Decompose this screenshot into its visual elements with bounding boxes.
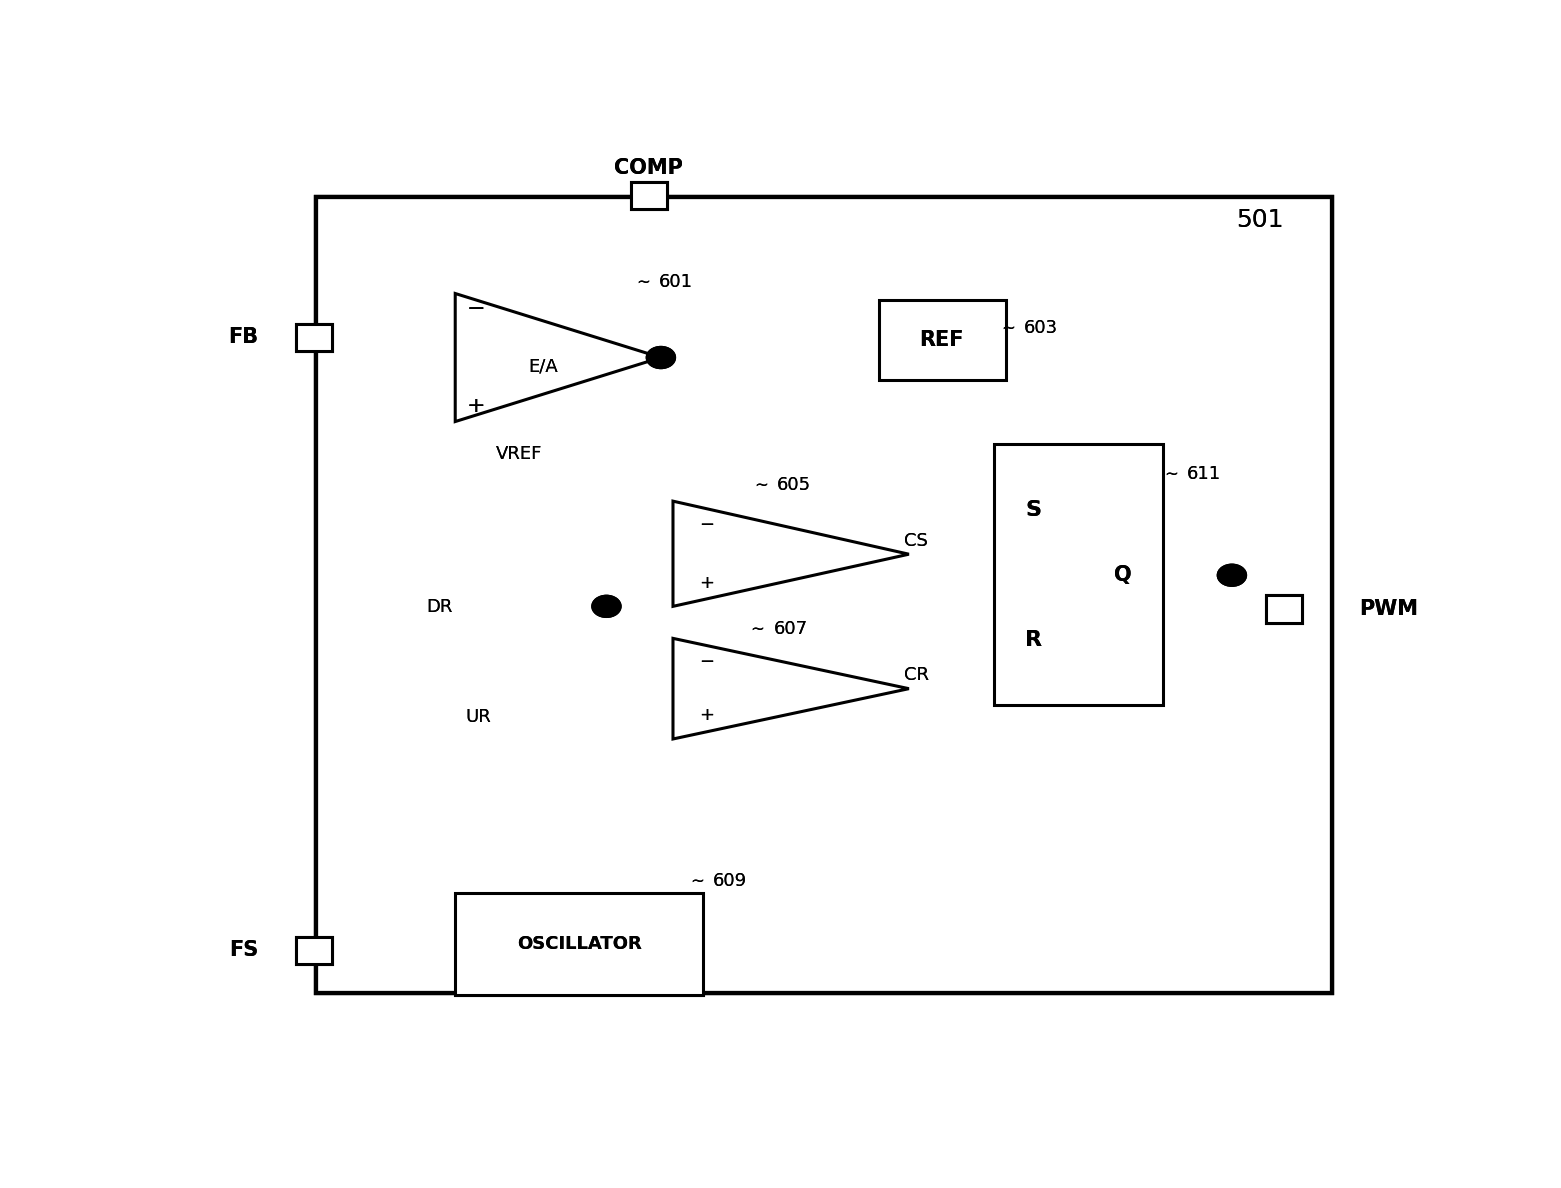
Text: COMP: COMP [615,158,684,178]
Bar [631,182,667,209]
Bar [879,299,1005,380]
Text: ∼: ∼ [751,620,765,638]
Text: CS: CS [904,532,929,550]
Text: REF: REF [919,330,963,350]
Text: +: + [699,574,715,592]
Text: ∼: ∼ [635,272,649,291]
Text: FB: FB [228,328,258,347]
Text: R: R [1026,630,1043,650]
Text: 601: 601 [659,272,693,291]
Text: ∼: ∼ [754,475,768,494]
Bar [295,936,332,963]
Text: 603: 603 [1024,320,1058,337]
Text: 609: 609 [713,872,746,890]
Text: FS: FS [229,940,258,960]
Bar [295,323,332,352]
Bar [994,444,1163,706]
Bar [879,299,1005,380]
Bar [315,197,1332,993]
Circle shape [592,595,621,618]
Circle shape [592,595,621,618]
Text: CR: CR [904,666,929,684]
Text: +: + [699,706,715,725]
Text: +: + [467,396,485,416]
Polygon shape [673,501,909,606]
Text: 605: 605 [777,475,812,494]
Text: COMP: COMP [615,158,684,178]
Text: 501: 501 [1236,208,1283,233]
Bar [456,892,702,996]
Text: 501: 501 [1236,208,1283,233]
Bar [315,197,1332,993]
Text: Q: Q [1115,564,1132,584]
Text: CS: CS [904,532,929,550]
Text: −: − [699,516,715,533]
Text: +: + [467,396,485,416]
Text: −: − [699,653,715,671]
Text: 605: 605 [777,475,812,494]
Bar [994,444,1163,706]
Text: FS: FS [229,940,258,960]
Text: 607: 607 [773,620,807,638]
Text: DR: DR [426,599,453,617]
Text: REF: REF [919,330,963,350]
Text: CR: CR [904,666,929,684]
Text: 603: 603 [1024,320,1058,337]
Text: ∼: ∼ [1165,465,1179,482]
Text: S: S [1026,500,1041,519]
Bar [295,936,332,963]
Text: ∼: ∼ [1165,465,1179,482]
Text: VREF: VREF [496,444,543,462]
Text: E/A: E/A [529,358,559,375]
Circle shape [1218,564,1246,586]
Text: ∼: ∼ [751,620,765,638]
Text: 609: 609 [713,872,746,890]
Text: DR: DR [426,599,453,617]
Circle shape [646,347,676,368]
Polygon shape [456,293,660,422]
Circle shape [1218,564,1246,586]
Text: ∼: ∼ [690,872,704,890]
Text: OSCILLATOR: OSCILLATOR [517,935,642,953]
Text: VREF: VREF [496,444,543,462]
Text: −: − [699,653,715,671]
Polygon shape [673,638,909,739]
Text: −: − [699,516,715,533]
Text: Q: Q [1115,564,1132,584]
Text: ∼: ∼ [635,272,649,291]
Text: ∼: ∼ [1001,320,1015,337]
Text: −: − [467,299,485,320]
Text: PWM: PWM [1360,599,1417,619]
Bar [1266,595,1302,623]
Text: R: R [1026,630,1043,650]
Text: ∼: ∼ [690,872,704,890]
Text: PWM: PWM [1360,599,1417,619]
Text: S: S [1026,500,1041,519]
Text: UR: UR [465,708,492,726]
Bar [295,323,332,352]
Bar [456,892,702,996]
Text: 611: 611 [1186,465,1221,482]
Text: E/A: E/A [529,358,559,375]
Text: ∼: ∼ [1001,320,1015,337]
Bar [1266,595,1302,623]
Bar [631,182,667,209]
Text: +: + [699,574,715,592]
Text: +: + [699,706,715,725]
Text: ∼: ∼ [754,475,768,494]
Text: −: − [467,299,485,320]
Text: 601: 601 [659,272,693,291]
Polygon shape [673,501,909,606]
Text: FB: FB [228,328,258,347]
Text: 607: 607 [773,620,807,638]
Text: OSCILLATOR: OSCILLATOR [517,935,642,953]
Circle shape [646,347,676,368]
Text: 611: 611 [1186,465,1221,482]
Polygon shape [456,293,660,422]
Polygon shape [673,638,909,739]
Text: UR: UR [465,708,492,726]
